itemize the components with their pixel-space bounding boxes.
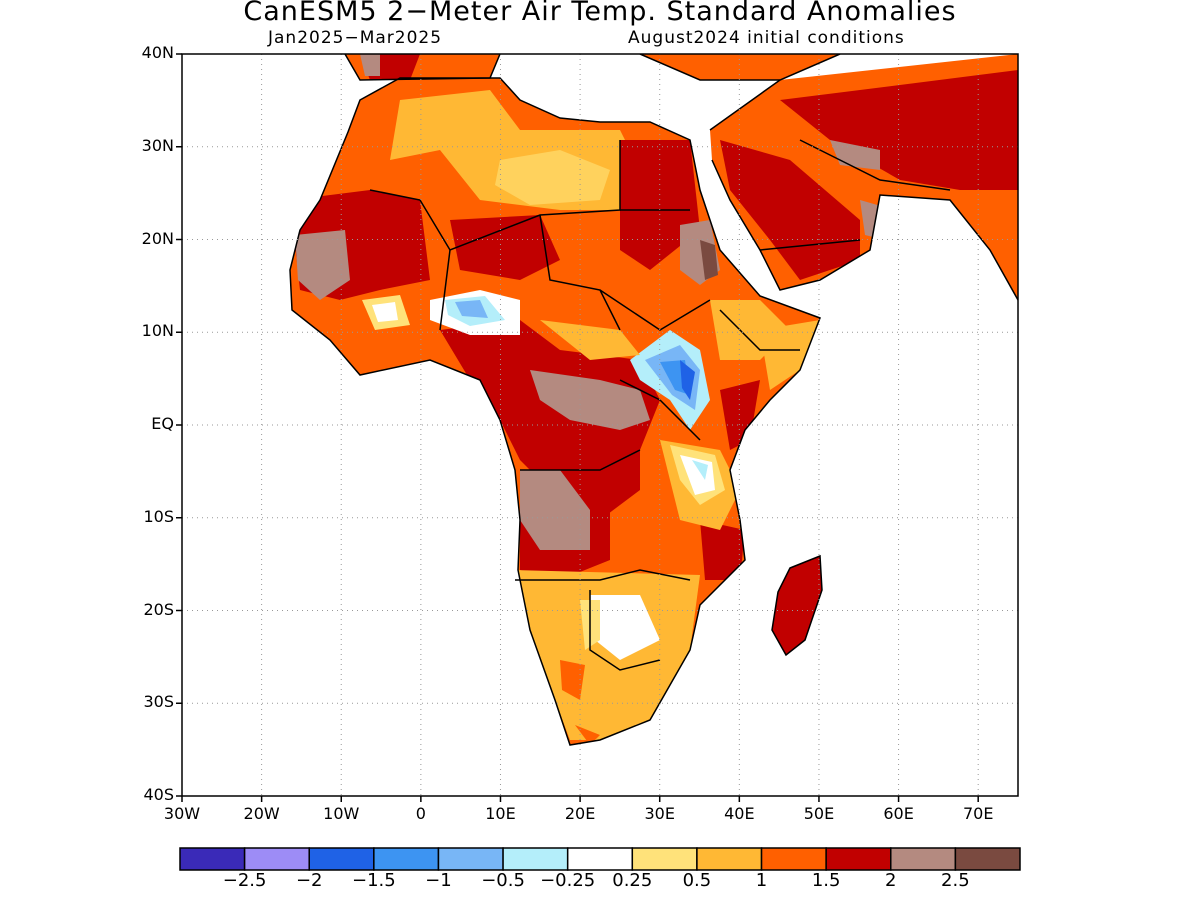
colorbar-label: −0.25 [540, 870, 596, 891]
colorbar [179, 847, 1021, 871]
colorbar-label: −0.5 [481, 870, 525, 891]
lon-tick-label: 20E [564, 804, 596, 823]
lon-tick-label: 0 [415, 804, 426, 823]
lat-tick-label: 40S [143, 785, 174, 804]
lon-tick-label: 10E [485, 804, 516, 823]
colorbar-swatch [308, 847, 375, 871]
colorbar-label: 0.25 [612, 870, 653, 891]
lon-tick-label: 30W [163, 804, 201, 823]
colorbar-swatch [696, 847, 763, 871]
colorbar-swatch [566, 847, 634, 871]
colorbar-label: −2.5 [222, 870, 267, 891]
lon-tick-label: 30E [644, 804, 675, 823]
colorbar-swatch [437, 847, 504, 871]
lat-tick-label: 30N [141, 135, 174, 155]
colorbar-swatch [502, 847, 569, 871]
lon-tick-label: 60E [883, 804, 914, 823]
lat-tick-label: 10N [141, 321, 174, 341]
initial-conditions: August2024 initial conditions [628, 28, 905, 48]
lon-tick-label: 20W [243, 804, 280, 823]
colorbar-label: 2 [885, 870, 897, 891]
lon-tick-label: 10W [323, 804, 360, 823]
colorbar-swatch [631, 847, 698, 871]
colorbar-label: 2.5 [941, 870, 970, 891]
lat-tick-label: 40N [141, 43, 174, 62]
colorbar-label: −2 [295, 870, 323, 891]
lat-tick-label: 30S [143, 692, 174, 712]
lon-tick-label: 50E [803, 804, 835, 823]
lat-tick-label: 20S [143, 599, 174, 619]
axis-ticks [176, 53, 979, 802]
lon-tick-label: 40E [724, 804, 755, 823]
colorbar-swatch [760, 847, 827, 871]
map-gridlines [182, 54, 1018, 796]
map-title: CanESM5 2−Meter Air Temp. Standard Anoma… [243, 0, 957, 27]
lat-tick-label: 20N [141, 228, 174, 248]
lat-tick-label: 10S [143, 506, 174, 526]
colorbar-swatch [890, 847, 957, 871]
colorbar-swatch [825, 847, 892, 871]
colorbar-swatch [373, 847, 440, 871]
colorbar-label: 1.5 [811, 870, 841, 891]
colorbar-label: 0.5 [682, 870, 712, 891]
colorbar-label: −1 [425, 870, 452, 891]
colorbar-swatch [954, 847, 1021, 871]
colorbar-swatch [179, 847, 246, 871]
forecast-period: Jan2025−Mar2025 [268, 28, 443, 48]
colorbar-label: 1 [755, 870, 768, 891]
lon-tick-label: 70E [962, 804, 994, 823]
colorbar-label: −1.5 [351, 870, 396, 891]
colorbar-swatch [243, 847, 310, 871]
lat-tick-label: EQ [151, 414, 174, 433]
